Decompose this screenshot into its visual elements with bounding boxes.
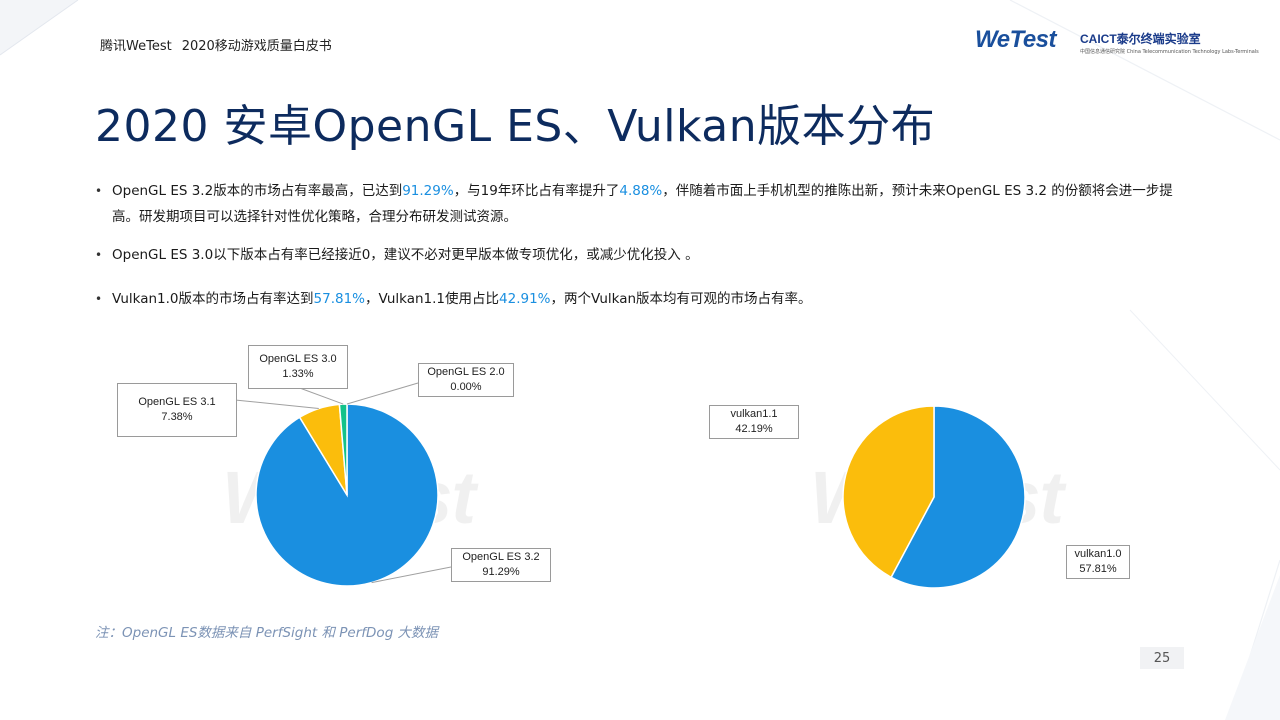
bullet-text: ，与19年环比占有率提升了 [453, 183, 620, 199]
pie-label-name: OpenGL ES 3.0 [259, 353, 337, 365]
leader-line-opengl-es-2-0 [346, 382, 419, 405]
bullet-text: OpenGL ES 3.0以下版本占有率已经接近0，建议不必对更早版本做专项优化… [112, 247, 699, 263]
header-source: 腾讯WeTest 2020移动游戏质量白皮书 [100, 35, 332, 54]
caict-logo-en: China Telecommunication Technology Labs-… [1126, 49, 1259, 55]
highlight-value: 91.29% [402, 183, 454, 199]
pie-label-opengl-es-3-0: OpenGL ES 3.0 1.33% [248, 345, 348, 389]
pie-label-name: OpenGL ES 2.0 [427, 366, 505, 378]
header-source-left: 腾讯WeTest [100, 39, 172, 54]
pie-slice-vulkan1-0 [890, 405, 1026, 589]
bullet-text: OpenGL ES 3.2版本的市场占有率最高，已达到 [112, 183, 403, 199]
page-number: 25 [1140, 647, 1184, 669]
bullet-item: OpenGL ES 3.2版本的市场占有率最高，已达到91.29%，与19年环比… [95, 178, 1175, 230]
pie-label-value: 42.19% [735, 423, 773, 435]
bullet-item: Vulkan1.0版本的市场占有率达到57.81%，Vulkan1.1使用占比4… [95, 286, 1175, 312]
pie-label-opengl-es-2-0: OpenGL ES 2.0 0.00% [418, 363, 514, 397]
leader-line-opengl-es-3-1 [234, 399, 319, 409]
data-source-note: 注：OpenGL ES数据来自 PerfSight 和 PerfDog 大数据 [95, 625, 439, 641]
bullet-item: OpenGL ES 3.0以下版本占有率已经接近0，建议不必对更早版本做专项优化… [95, 242, 1175, 268]
caict-logo-sub: 中国信息通信研究院 [1080, 49, 1126, 55]
caict-logo-main: CAICT [1080, 32, 1117, 46]
bullet-list: OpenGL ES 3.2版本的市场占有率最高，已达到91.29%，与19年环比… [95, 178, 1175, 312]
pie-label-name: vulkan1.1 [730, 408, 778, 420]
pie-label-opengl-es-3-1: OpenGL ES 3.1 7.38% [117, 383, 237, 437]
pie-label-name: OpenGL ES 3.2 [462, 551, 540, 563]
pie-label-vulkan-1-0: vulkan1.0 57.81% [1066, 545, 1130, 579]
pie-label-value: 57.81% [1079, 563, 1117, 575]
pie-label-value: 91.29% [482, 566, 520, 578]
bullet-text: ，两个Vulkan版本均有可观的市场占有率。 [550, 291, 812, 307]
pie-slice-vulkan1-1 [842, 405, 935, 579]
pie-label-value: 0.00% [450, 381, 482, 393]
pie-label-value: 7.38% [161, 411, 193, 423]
wetest-logo: WeTest [975, 26, 1057, 53]
header-source-right: 2020移动游戏质量白皮书 [181, 39, 332, 54]
highlight-value: 57.81% [313, 291, 365, 307]
bullet-text: ，Vulkan1.1使用占比 [365, 291, 500, 307]
page-title: 2020 安卓OpenGL ES、Vulkan版本分布 [95, 101, 936, 152]
pie-label-name: OpenGL ES 3.1 [138, 396, 216, 408]
leader-line-opengl-es-3-0 [296, 386, 344, 405]
pie-label-opengl-es-3-2: OpenGL ES 3.2 91.29% [451, 548, 551, 582]
leader-line-opengl-es-3-2 [371, 566, 452, 584]
pie-label-vulkan-1-1: vulkan1.1 42.19% [709, 405, 799, 439]
pie-label-name: vulkan1.0 [1074, 548, 1122, 560]
bullet-text: ，伴随着市面上手机机型的推陈出新，预计未来OpenGL ES 3.2 的份额将会… [112, 183, 1173, 225]
highlight-value: 4.88% [619, 183, 663, 199]
highlight-value: 42.91% [499, 291, 551, 307]
pie-label-value: 1.33% [282, 368, 314, 380]
caict-logo: CAICT泰尔终端实验室 中国信息通信研究院 China Telecommuni… [1080, 30, 1259, 55]
bullet-text: Vulkan1.0版本的市场占有率达到 [112, 291, 314, 307]
caict-logo-cn: 泰尔终端实验室 [1116, 32, 1201, 46]
